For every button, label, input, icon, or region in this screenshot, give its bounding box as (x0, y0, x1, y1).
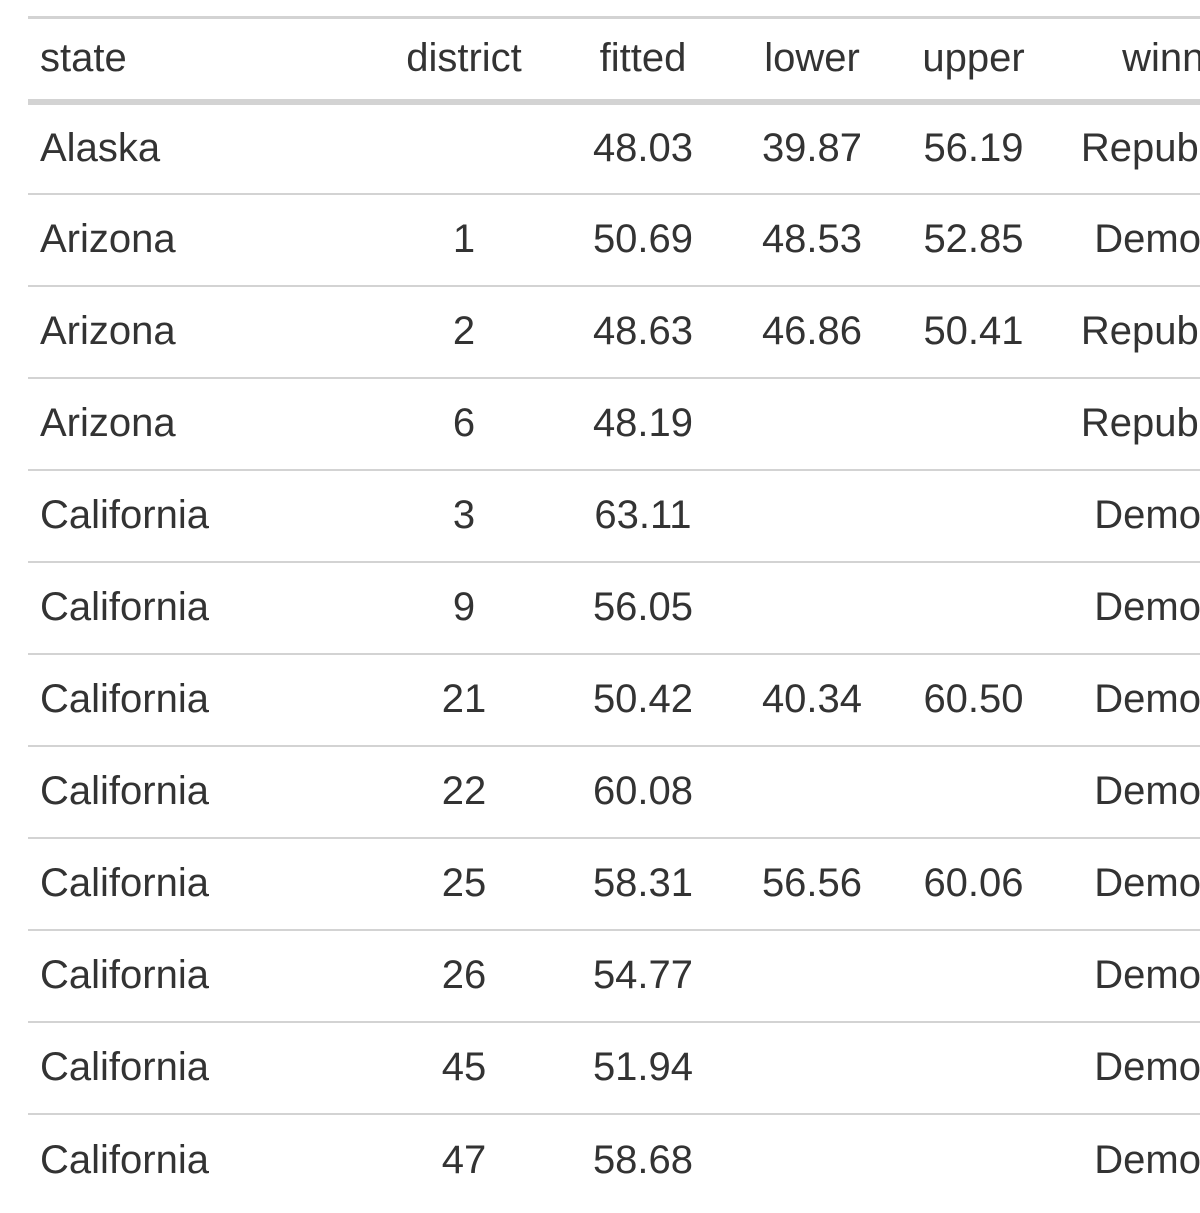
cell-district: 26 (372, 929, 556, 1023)
cell-lower (730, 469, 894, 563)
results-table-container: state district fitted lower upper winner… (28, 16, 1200, 1206)
cell-district: 22 (372, 745, 556, 839)
cell-winner: Republican (1053, 377, 1200, 471)
cell-winner: Republican (1053, 101, 1200, 195)
cell-fitted: 48.03 (556, 101, 730, 195)
cell-upper: 56.19 (894, 101, 1053, 195)
table-body: Alaska48.0339.8756.19RepublicanArizona15… (28, 101, 1200, 1206)
cell-district: 45 (372, 1021, 556, 1115)
cell-district: 1 (372, 193, 556, 287)
cell-state: Alaska (28, 101, 372, 195)
cell-lower: 40.34 (730, 653, 894, 747)
cell-upper: 50.41 (894, 285, 1053, 379)
cell-winner: Democrat (1053, 469, 1200, 563)
cell-state: Arizona (28, 193, 372, 287)
column-header-upper: upper (894, 16, 1053, 105)
cell-state: California (28, 1021, 372, 1115)
cell-winner: Democrat (1053, 561, 1200, 655)
cell-fitted: 58.68 (592, 1137, 694, 1182)
cell-winner: Republican (1053, 285, 1200, 379)
cell-lower (730, 929, 894, 1023)
cell-state: California (28, 653, 372, 747)
cell-state: California (28, 469, 372, 563)
cell-fitted: 63.11 (556, 469, 730, 563)
cell-district: 6 (372, 377, 556, 471)
column-header-district: district (372, 16, 556, 105)
cell-upper: 52.85 (894, 193, 1053, 287)
cell-lower: 46.86 (730, 285, 894, 379)
cell-winner: Democrat (1053, 745, 1200, 839)
cell-winner: Democrat (1053, 837, 1200, 931)
cell-state: California (40, 1137, 209, 1182)
cell-state: California (28, 837, 372, 931)
column-header-winner: winner (1053, 16, 1200, 105)
cell-fitted: 48.19 (556, 377, 730, 471)
results-table: state district fitted lower upper winner… (28, 16, 1200, 1206)
table-header: state district fitted lower upper winner (28, 16, 1200, 105)
cell-lower (730, 745, 894, 839)
cell-upper (894, 1114, 1053, 1206)
cell-upper (894, 469, 1053, 563)
cell-lower (730, 1114, 894, 1206)
cell-winner: Democrat (1053, 193, 1200, 287)
cell-state: Arizona (28, 377, 372, 471)
cell-winner: Democrat (1053, 1021, 1200, 1115)
cell-fitted: 50.42 (556, 653, 730, 747)
cell-winner: Democrat (1053, 653, 1200, 747)
cell-fitted: 56.05 (556, 561, 730, 655)
cell-fitted: 50.69 (556, 193, 730, 287)
cell-state: California (28, 745, 372, 839)
cell-district (372, 101, 556, 195)
cell-fitted: 60.08 (556, 745, 730, 839)
cell-lower: 48.53 (730, 193, 894, 287)
cell-state: California (28, 561, 372, 655)
cell-winner: Democrat (1053, 929, 1200, 1023)
cell-lower (730, 1021, 894, 1115)
cell-lower (730, 377, 894, 471)
cell-district: 2 (372, 285, 556, 379)
cell-upper (894, 929, 1053, 1023)
cell-lower (730, 561, 894, 655)
cell-district: 21 (372, 653, 556, 747)
cell-upper (894, 561, 1053, 655)
cell-district: 47 (441, 1137, 487, 1182)
header-row: state district fitted lower upper winner (28, 16, 1200, 105)
cell-upper: 60.50 (894, 653, 1053, 747)
column-header-state: state (28, 16, 372, 105)
cell-state: Arizona (28, 285, 372, 379)
cell-fitted: 58.31 (556, 837, 730, 931)
cell-district: 25 (372, 837, 556, 931)
cell-state: California (28, 929, 372, 1023)
cell-lower: 56.56 (730, 837, 894, 931)
cell-upper (894, 745, 1053, 839)
table-row: California 47 58.68 Democrat (28, 1114, 1200, 1206)
cell-fitted: 54.77 (556, 929, 730, 1023)
cell-winner: Democrat (1094, 1137, 1200, 1182)
cell-upper (894, 377, 1053, 471)
cell-lower: 39.87 (730, 101, 894, 195)
cell-upper: 60.06 (894, 837, 1053, 931)
column-header-fitted: fitted (556, 16, 730, 105)
cell-district: 9 (372, 561, 556, 655)
cell-fitted: 48.63 (556, 285, 730, 379)
column-header-lower: lower (730, 16, 894, 105)
cell-fitted: 51.94 (556, 1021, 730, 1115)
cell-district: 3 (372, 469, 556, 563)
cell-upper (894, 1021, 1053, 1115)
